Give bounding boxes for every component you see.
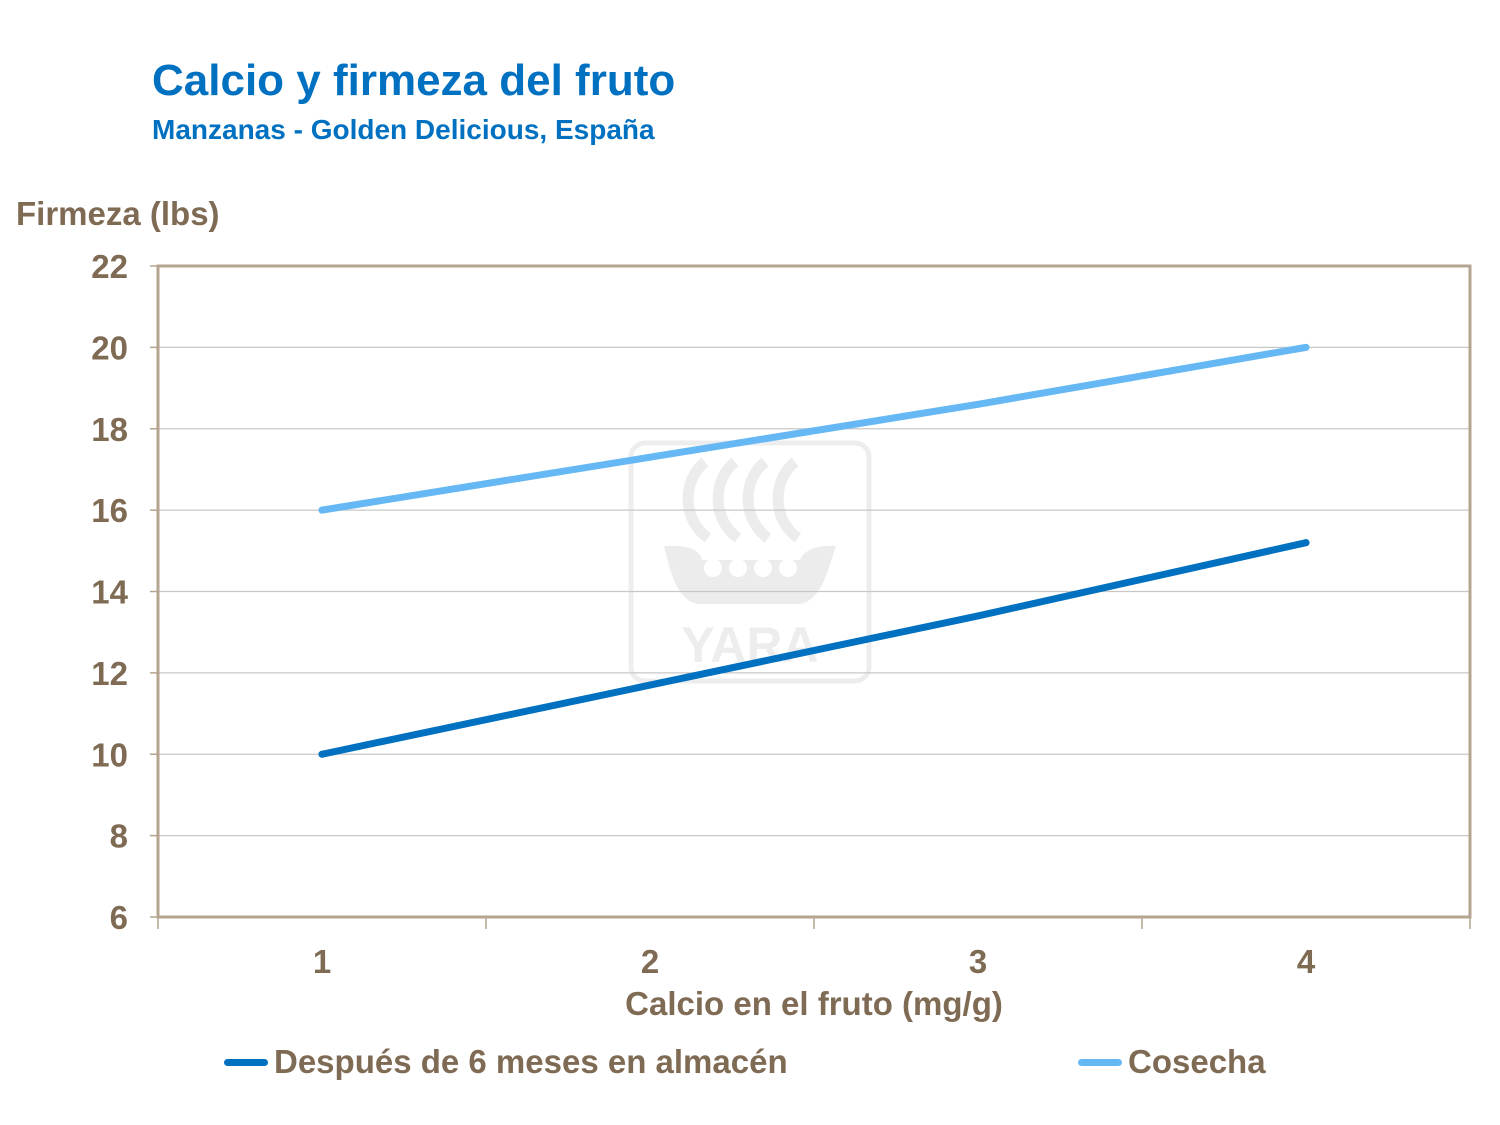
series-2-point [974, 400, 982, 408]
y-tick-label: 16 [91, 492, 128, 529]
series-1-point [974, 612, 982, 620]
series-line-2 [318, 343, 1310, 514]
legend-item-series-2: Cosecha [1078, 1043, 1266, 1081]
series-1-point [646, 681, 654, 689]
y-tick-label: 22 [91, 248, 128, 285]
y-tick-label: 6 [110, 899, 128, 936]
series-1-point [1302, 539, 1310, 547]
y-tick-label: 10 [91, 736, 128, 773]
x-tick-label: 3 [969, 943, 987, 980]
y-tick-label: 20 [91, 329, 128, 366]
series-line-1 [318, 539, 1310, 758]
y-axis-label: Firmeza (lbs) [16, 195, 220, 232]
legend-item-series-1: Después de 6 meses en almacén [224, 1043, 788, 1081]
x-tick-label: 2 [641, 943, 659, 980]
y-tick-label: 12 [91, 655, 128, 692]
x-axis-label: Calcio en el fruto (mg/g) [625, 985, 1003, 1022]
x-tick-label: 1 [313, 943, 331, 980]
series-2-point [318, 506, 326, 514]
chart-subtitle: Manzanas - Golden Delicious, España [152, 114, 655, 145]
legend-swatch-series-2 [1078, 1058, 1122, 1066]
legend-swatch-series-1 [224, 1058, 268, 1066]
x-tick-label: 4 [1297, 943, 1316, 980]
chart-title: Calcio y firmeza del fruto [152, 56, 676, 105]
series-1-point [318, 750, 326, 758]
series-2-point [646, 453, 654, 461]
y-tick-label: 18 [91, 411, 128, 448]
series-2-point [1302, 343, 1310, 351]
y-tick-label: 8 [110, 818, 128, 855]
legend-label-series-2: Cosecha [1128, 1043, 1266, 1080]
y-tick-label: 14 [91, 574, 128, 611]
legend-label-series-1: Después de 6 meses en almacén [274, 1043, 788, 1080]
